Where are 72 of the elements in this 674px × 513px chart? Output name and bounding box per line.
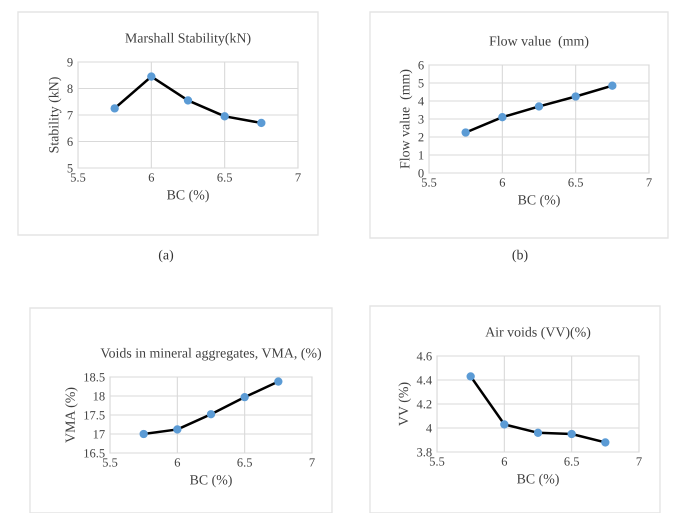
x-tick-label: 5.5: [422, 178, 436, 187]
x-axis-title: BC (%): [166, 190, 209, 202]
point: [572, 92, 580, 101]
y-tick-label: 17: [94, 430, 105, 438]
y-tick-label: 9: [67, 58, 73, 66]
x-tick-label: 6.5: [564, 457, 579, 466]
point: [601, 438, 610, 447]
x-axis-title: BC (%): [518, 194, 560, 208]
x-tick-label: 7: [636, 457, 642, 466]
x-tick-label: 7: [296, 173, 301, 182]
y-tick-label: 5: [68, 164, 73, 172]
x-tick-label: 5.5: [70, 173, 86, 182]
y-tick-label: 18: [94, 392, 105, 400]
x-tick-label: 6.5: [217, 173, 232, 182]
point: [608, 82, 616, 90]
x-tick-label: 6: [174, 458, 180, 467]
text: (b): [512, 250, 528, 262]
point: [220, 112, 229, 120]
y-tick-label: 6: [67, 138, 73, 146]
point: [534, 428, 542, 437]
x-tick-label: 6: [148, 173, 154, 182]
y-tick-label: 7: [68, 111, 73, 120]
y-tick-label: 3.8: [417, 448, 432, 457]
y-tick-label: 18.5: [84, 373, 105, 382]
chart-title: Voids in mineral aggregates, VMA, (%): [100, 348, 322, 361]
y-tick-label: 1: [418, 151, 424, 160]
y-tick-label: 4: [418, 97, 424, 106]
point: [206, 410, 216, 418]
y-tick-label: 8: [67, 84, 73, 93]
point: [147, 72, 156, 81]
x-tick-label: 5.5: [102, 458, 118, 467]
y-axis-title: VMA (%): [65, 388, 78, 443]
text: (a): [158, 250, 174, 262]
chart-title: Marshall Stability(kN): [125, 32, 250, 46]
y-tick-label: 5: [418, 79, 424, 88]
point: [240, 392, 249, 402]
point: [568, 430, 576, 438]
point: [184, 96, 192, 105]
point: [500, 420, 508, 429]
x-tick-label: 6.5: [568, 178, 583, 187]
x-tick-label: 6.5: [237, 458, 252, 467]
y-tick-label: 4.6: [416, 352, 432, 361]
y-tick-label: 3: [418, 115, 424, 124]
y-axis-title: Flow value (mm): [400, 70, 412, 169]
y-tick-label: 4.4: [416, 376, 432, 385]
y-tick-label: 2: [418, 133, 424, 142]
x-tick-label: 7: [310, 458, 315, 467]
y-tick-label: 0: [418, 169, 424, 178]
y-tick-label: 17.5: [84, 411, 105, 420]
point: [498, 113, 506, 122]
chart-title: Air voids (VV)(%): [485, 326, 590, 340]
x-tick-label: 6: [500, 178, 506, 187]
y-axis-title: VV (%): [398, 382, 411, 426]
point: [274, 377, 282, 386]
point: [257, 118, 266, 128]
point: [534, 102, 544, 111]
point: [466, 372, 475, 381]
y-tick-label: 6: [418, 61, 424, 70]
x-tick-label: 7: [646, 178, 652, 187]
point: [140, 430, 148, 438]
x-axis-title: BC (%): [516, 474, 559, 486]
y-axis-title: Stability (kN): [48, 77, 62, 152]
chart-title: Flow value (mm): [489, 36, 588, 49]
x-tick-label: 5.5: [430, 457, 444, 466]
point: [462, 128, 470, 137]
y-tick-label: 4: [426, 424, 432, 432]
point: [110, 104, 119, 113]
x-axis-title: BC (%): [190, 474, 232, 488]
point: [173, 425, 182, 434]
y-tick-label: 4.2: [416, 400, 432, 409]
y-tick-label: 16.5: [84, 449, 105, 458]
x-tick-label: 6: [502, 457, 508, 466]
